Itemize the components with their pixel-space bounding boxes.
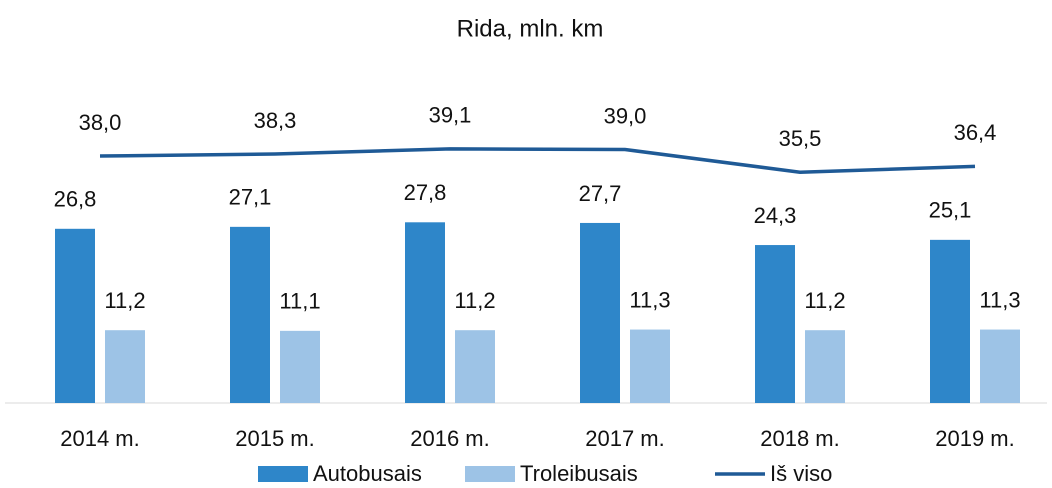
legend-label: Autobusais bbox=[313, 461, 422, 486]
data-label: 11,3 bbox=[979, 287, 1020, 312]
data-label: 39,1 bbox=[429, 103, 472, 128]
data-label: 38,3 bbox=[254, 108, 297, 133]
x-tick-label: 2014 m. bbox=[60, 426, 140, 451]
data-label: 25,1 bbox=[929, 198, 972, 223]
bar bbox=[455, 330, 495, 403]
bar bbox=[280, 330, 320, 403]
data-label: 27,1 bbox=[229, 185, 272, 210]
x-tick-label: 2017 m. bbox=[585, 426, 665, 451]
data-label: 38,0 bbox=[79, 110, 122, 135]
chart-title: Rida, mln. km bbox=[457, 15, 604, 42]
data-label: 11,1 bbox=[279, 289, 320, 314]
data-label: 36,4 bbox=[954, 120, 997, 145]
data-label: 26,8 bbox=[54, 187, 97, 212]
line bbox=[99, 147, 976, 175]
bar bbox=[930, 239, 970, 403]
data-label: 24,3 bbox=[754, 203, 797, 228]
data-label: 11,3 bbox=[629, 287, 670, 312]
data-label: 27,7 bbox=[579, 181, 622, 206]
data-label: 11,2 bbox=[104, 288, 145, 313]
bar bbox=[55, 228, 95, 403]
bar bbox=[630, 329, 670, 403]
data-label: 35,5 bbox=[779, 126, 822, 151]
data-label: 11,2 bbox=[804, 288, 845, 313]
bar bbox=[755, 245, 795, 403]
bar bbox=[980, 329, 1020, 403]
data-label: 27,8 bbox=[404, 180, 447, 205]
legend-label: Troleibusais bbox=[520, 461, 638, 486]
bar bbox=[805, 330, 845, 403]
x-tick-label: 2018 m. bbox=[760, 426, 840, 451]
legend-label: Iš viso bbox=[770, 461, 832, 486]
x-tick-label: 2016 m. bbox=[410, 426, 490, 451]
legend-swatch bbox=[465, 466, 515, 482]
x-tick-label: 2019 m. bbox=[935, 426, 1015, 451]
bar bbox=[580, 222, 620, 403]
data-label: 11,2 bbox=[454, 288, 495, 313]
bar bbox=[230, 226, 270, 403]
legend-swatch bbox=[258, 466, 308, 482]
x-tick-label: 2015 m. bbox=[235, 426, 315, 451]
bar bbox=[405, 222, 445, 403]
data-label: 39,0 bbox=[604, 103, 647, 128]
bar bbox=[105, 330, 145, 403]
